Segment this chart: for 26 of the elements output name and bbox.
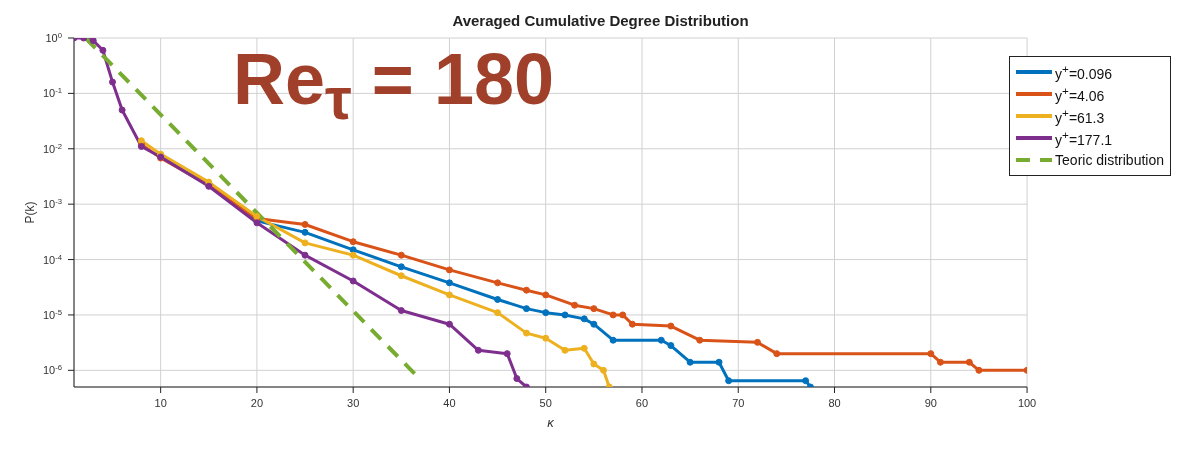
- x-tick-label: 70: [732, 397, 745, 409]
- x-tick-label: 80: [828, 397, 841, 409]
- x-tick-label: 100: [1017, 397, 1037, 409]
- y-tick-label: 10$^{-6}$: [42, 362, 62, 377]
- x-tick-label: 40: [443, 397, 456, 409]
- legend-label: y$^{+}$=177.1: [1055, 128, 1113, 148]
- x-tick-label: 90: [924, 397, 937, 409]
- x-tick-label: 60: [635, 397, 649, 409]
- x-tick-label: 50: [539, 397, 552, 409]
- legend-label: y$^{+}$=4.06: [1055, 84, 1105, 104]
- y-tick-label: 10$^{-4}$: [42, 252, 63, 266]
- x-tick-label: 20: [250, 397, 264, 409]
- y-tick-label: 10$^{-2}$: [42, 141, 62, 155]
- y-tick-label: 10$^{-3}$: [42, 196, 62, 211]
- annotation-text: Re$_{τ}$ = 180: [233, 38, 554, 134]
- x-axis-title: κ: [547, 415, 556, 430]
- x-tick-label: 10: [154, 397, 167, 409]
- x-tick-label: 30: [347, 397, 360, 409]
- y-axis-title: P(k): [23, 201, 37, 224]
- y-tick-label: 10$^{-1}$: [42, 85, 62, 100]
- legend-label: y$^{+}$=61.3: [1055, 106, 1105, 126]
- chart-title: Averaged Cumulative Degree Distribution: [451, 12, 750, 29]
- legend-label: y$^{+}$=0.096: [1055, 62, 1113, 82]
- y-tick-label: 10$^{0}$: [45, 30, 62, 44]
- y-tick-label: 10$^{-5}$: [42, 307, 62, 321]
- legend-label: Teoric distribution: [1055, 152, 1164, 168]
